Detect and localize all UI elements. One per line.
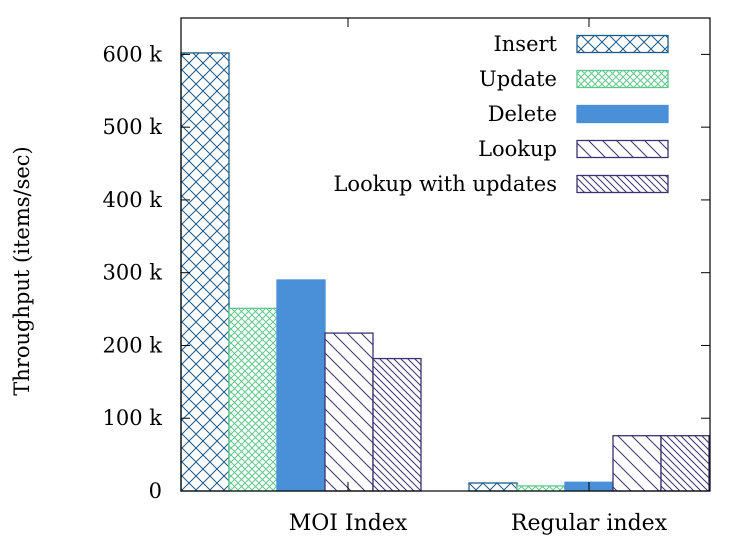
y-tick-label: 100 k xyxy=(103,406,163,430)
bar-insert-1 xyxy=(468,482,518,492)
bar-update-1 xyxy=(516,485,566,492)
legend-label: Insert xyxy=(493,32,557,56)
legend-swatch xyxy=(576,69,669,89)
legend: Insert Update Delete Lookup Lookup with upda… xyxy=(333,32,669,196)
legend-label: Lookup with updates xyxy=(333,172,557,196)
plot-frame xyxy=(180,17,711,492)
y-tick-label: 500 k xyxy=(103,115,163,139)
bar-lookup-0 xyxy=(324,332,374,492)
y-tick-label: 300 k xyxy=(103,261,163,285)
legend-swatch xyxy=(576,104,669,124)
bar-lookup-with-updates-0 xyxy=(372,357,422,492)
y-tick-label: 0 xyxy=(149,479,162,503)
legend-label: Lookup xyxy=(478,137,557,161)
y-tick-label: 200 k xyxy=(103,333,163,357)
legend-label: Delete xyxy=(488,102,557,126)
x-category-label: MOI Index xyxy=(289,511,408,536)
y-tick-label: 600 k xyxy=(103,42,163,66)
bar-insert-0 xyxy=(180,52,230,492)
x-category-label: Regular index xyxy=(511,511,668,536)
bars-layer xyxy=(180,52,710,492)
legend-swatch xyxy=(576,34,669,54)
legend-label: Update xyxy=(479,67,557,91)
y-axis-title: Throughput (items/sec) xyxy=(10,146,34,396)
bar-update-0 xyxy=(228,307,278,492)
axes-layer: 0 100 k 200 k 300 k 400 k 500 k 600 k MOI Index… xyxy=(103,17,711,536)
bar-lookup-with-updates-1 xyxy=(660,435,710,492)
y-tick-label: 400 k xyxy=(103,188,163,212)
legend-swatch xyxy=(576,174,669,194)
legend-swatch xyxy=(576,139,669,159)
bar-delete-0 xyxy=(276,279,326,492)
bar-lookup-1 xyxy=(612,435,662,492)
